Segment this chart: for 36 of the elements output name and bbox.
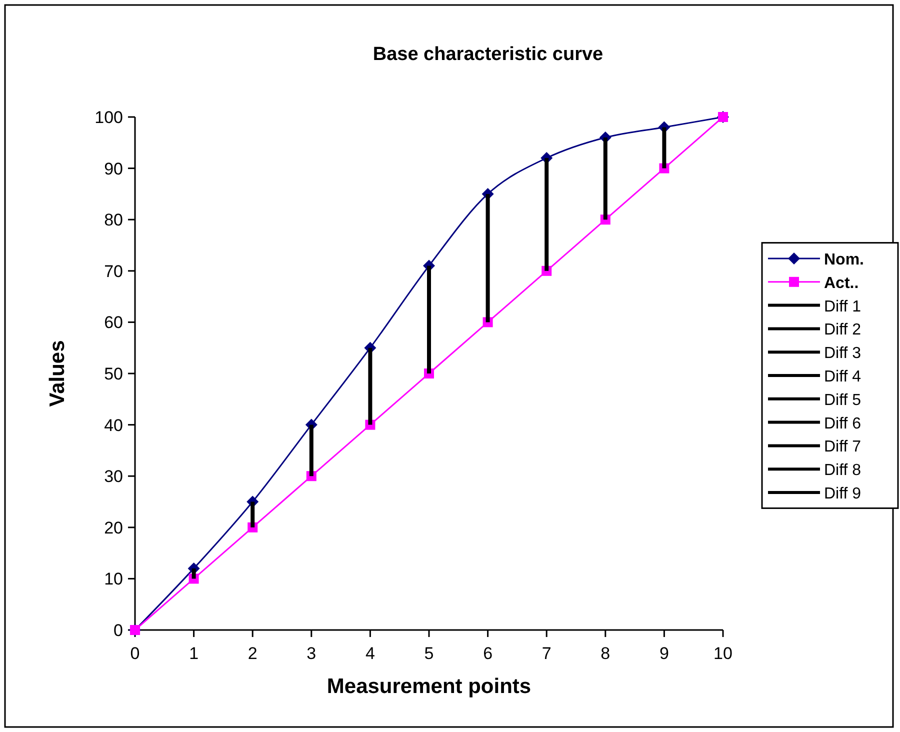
legend-label: Diff 1 xyxy=(824,298,862,316)
chart-title: Base characteristic curve xyxy=(372,44,604,65)
legend-label: Diff 3 xyxy=(824,345,862,362)
y-tick-label: 20 xyxy=(104,518,123,538)
x-tick-label: 7 xyxy=(542,644,552,663)
y-tick-label: 30 xyxy=(104,467,123,486)
x-tick-label: 2 xyxy=(248,644,258,663)
x-tick-label: 9 xyxy=(659,644,669,663)
legend-label: Diff 7 xyxy=(824,438,862,456)
legend-label: Diff 6 xyxy=(824,415,862,432)
legend-label: Act.. xyxy=(824,274,859,292)
legend-label: Diff 4 xyxy=(824,368,862,386)
legend-label: Diff 5 xyxy=(824,392,862,409)
y-tick-label: 80 xyxy=(104,210,123,230)
y-tick-label: 60 xyxy=(104,313,123,332)
x-axis-title: Measurement points xyxy=(326,675,532,698)
y-tick-label: 40 xyxy=(104,416,123,435)
x-tick-label: 10 xyxy=(714,644,732,663)
y-tick-label: 90 xyxy=(104,159,123,178)
y-axis-title: Values xyxy=(46,340,69,407)
y-tick-label: 50 xyxy=(104,364,123,384)
legend-label: Nom. xyxy=(824,252,864,268)
y-tick-label: 100 xyxy=(94,108,123,127)
x-tick-label: 4 xyxy=(365,644,375,663)
x-tick-label: 5 xyxy=(424,644,434,663)
x-tick-label: 3 xyxy=(306,644,316,663)
legend-label: Diff 9 xyxy=(824,486,862,502)
x-tick-label: 0 xyxy=(130,644,140,663)
legend-label: Diff 2 xyxy=(824,322,862,339)
x-tick-label: 1 xyxy=(189,644,199,663)
y-tick-label: 10 xyxy=(104,570,123,589)
legend-label: Diff 8 xyxy=(824,462,862,480)
y-tick-label: 70 xyxy=(104,262,123,281)
x-tick-label: 8 xyxy=(600,644,610,663)
x-tick-label: 6 xyxy=(483,644,493,663)
y-tick-label: 0 xyxy=(114,621,123,640)
